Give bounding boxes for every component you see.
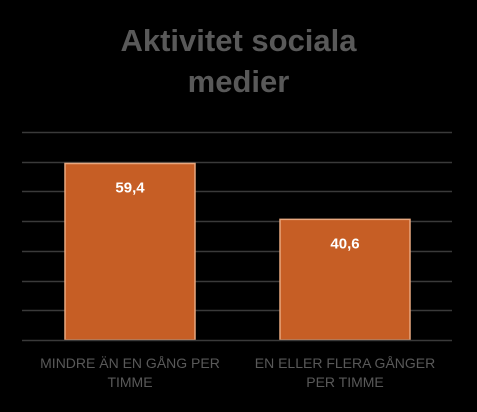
chart-title-line-1: Aktivitet sociala: [120, 23, 357, 58]
chart-title-line-2: medier: [187, 64, 290, 99]
bar-2: [279, 218, 411, 341]
category-label-2: EN ELLER FLERA GÅNGER PER TIMME: [235, 354, 455, 392]
category-label-1-line-2: TIMME: [107, 374, 153, 390]
category-label-1-line-1: MINDRE ÄN EN GÅNG PER: [40, 355, 220, 371]
category-label-2-line-2: PER TIMME: [306, 374, 384, 390]
category-label-1: MINDRE ÄN EN GÅNG PER TIMME: [20, 354, 240, 392]
data-label-1: 59,4: [115, 179, 145, 196]
chart-title: Aktivitet sociala medier: [0, 20, 477, 102]
data-label-2: 40,6: [330, 235, 359, 252]
category-label-2-line-1: EN ELLER FLERA GÅNGER: [254, 355, 436, 371]
